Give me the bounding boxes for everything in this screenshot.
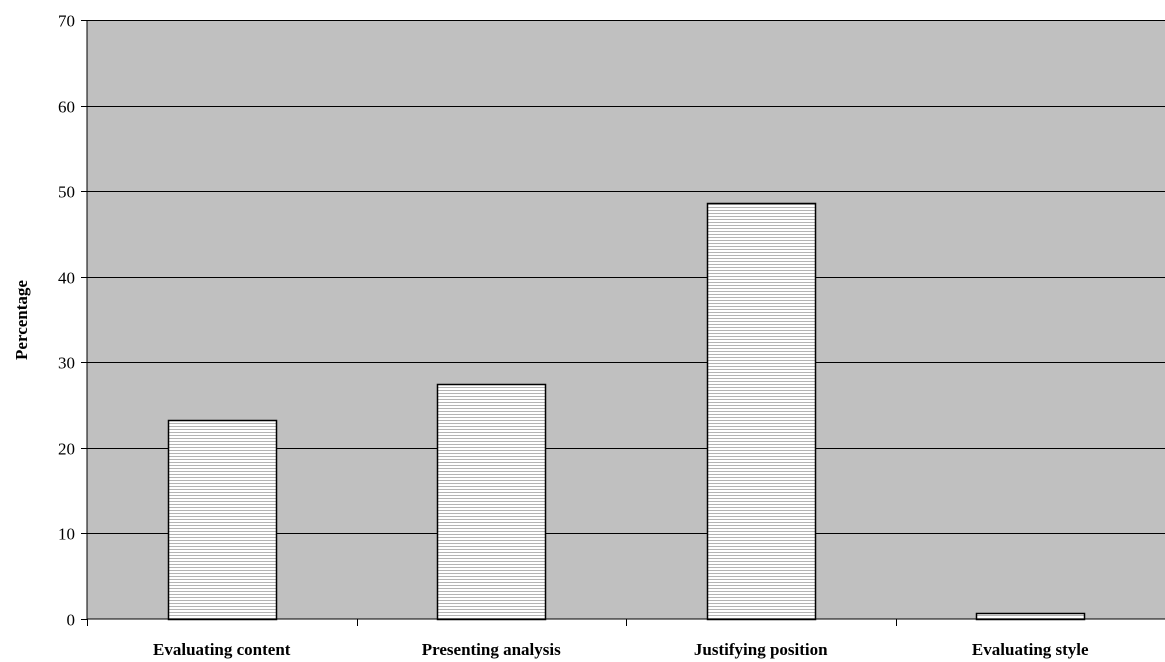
y-tick-label: 70 bbox=[58, 12, 75, 31]
x-tick-label: Evaluating style bbox=[972, 640, 1089, 659]
y-tick-label: 20 bbox=[58, 440, 75, 459]
x-tick-label: Evaluating content bbox=[153, 640, 291, 659]
x-tick-label: Justifying position bbox=[694, 640, 828, 659]
bar-presenting-analysis bbox=[436, 383, 547, 621]
x-tick-labels: Evaluating content Presenting analysis Jus… bbox=[153, 640, 1089, 659]
axes bbox=[81, 20, 1165, 626]
y-tick-label: 60 bbox=[58, 98, 75, 117]
bar-justifying-position bbox=[706, 202, 817, 621]
y-tick-label: 0 bbox=[67, 611, 76, 630]
x-tick-label: Presenting analysis bbox=[422, 640, 561, 659]
y-tick-label: 50 bbox=[58, 183, 75, 202]
y-tick-label: 30 bbox=[58, 354, 75, 373]
y-tick-labels: 0 10 20 30 40 50 60 70 bbox=[58, 12, 75, 630]
y-tick-label: 10 bbox=[58, 525, 75, 544]
y-axis-title: Percentage bbox=[12, 280, 31, 360]
y-tick-label: 40 bbox=[58, 269, 75, 288]
bar-evaluating-content bbox=[167, 419, 278, 621]
